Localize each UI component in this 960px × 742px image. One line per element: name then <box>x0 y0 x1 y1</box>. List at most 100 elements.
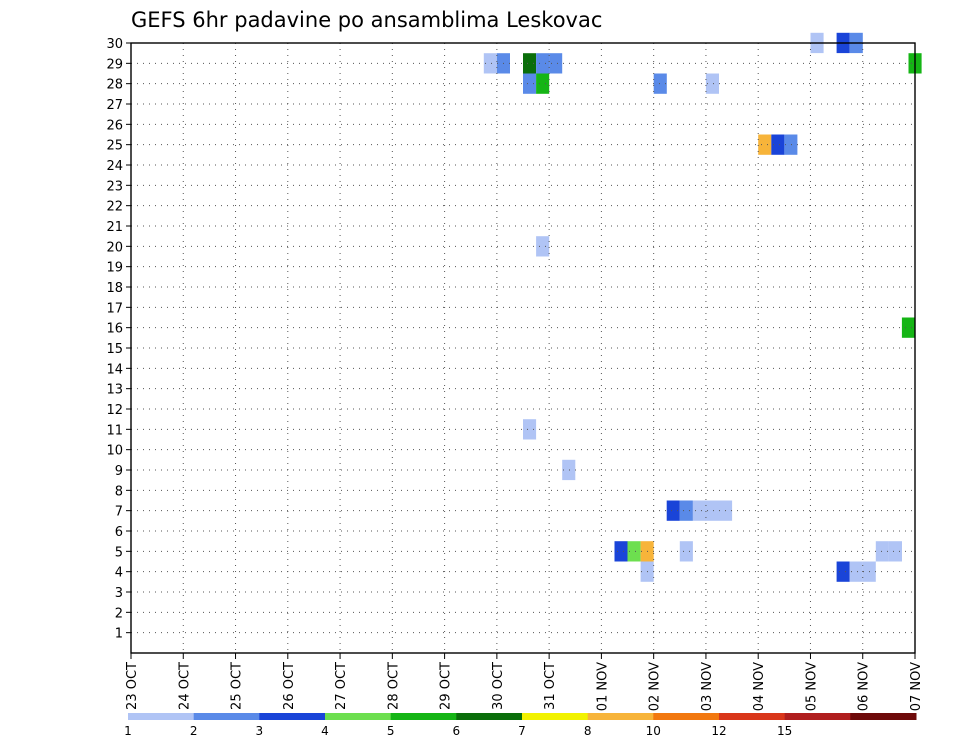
x-tick-label: 04 NOV <box>752 662 767 711</box>
precip-cell <box>536 73 550 94</box>
colorbar-label: 7 <box>518 724 526 738</box>
x-axis: 23 OCT 24 OCT 25 OCT 26 OCT 27 OCT 28 OCT 29 O… <box>125 653 924 711</box>
colorbar-label: 4 <box>321 724 329 738</box>
precip-cell <box>836 561 850 582</box>
precip-cell <box>849 561 863 582</box>
y-tick-label: 12 <box>106 403 123 418</box>
x-tick-label: 31 OCT <box>543 662 558 710</box>
y-tick-label: 30 <box>106 37 123 52</box>
colorbar-label: 2 <box>190 724 198 738</box>
y-tick-label: 24 <box>106 159 123 174</box>
x-tick-label: 03 NOV <box>700 662 715 711</box>
colorbar-label: 1 <box>124 724 132 738</box>
precipitation-cells <box>483 32 922 582</box>
y-tick-label: 5 <box>115 545 123 560</box>
x-tick-label: 29 OCT <box>439 662 454 710</box>
y-tick-label: 4 <box>115 566 123 581</box>
precip-cell <box>614 541 628 562</box>
colorbar-label: 6 <box>452 724 460 738</box>
y-tick-label: 21 <box>106 220 123 235</box>
precip-cell <box>901 317 915 338</box>
precip-cell <box>523 419 537 440</box>
precip-cell <box>705 500 719 521</box>
y-tick-label: 8 <box>115 484 123 499</box>
y-tick-label: 17 <box>106 301 123 316</box>
grid-lines <box>131 42 915 653</box>
precip-cell <box>536 53 550 74</box>
precip-cell <box>562 459 576 481</box>
precip-cell <box>523 73 537 94</box>
colorbar-swatch <box>390 713 457 720</box>
x-tick-label: 28 OCT <box>386 662 401 710</box>
precip-cell <box>549 53 563 74</box>
precip-cell <box>692 500 706 521</box>
precip-cell <box>679 500 693 521</box>
y-tick-label: 15 <box>106 342 123 357</box>
y-tick-label: 2 <box>115 606 123 621</box>
colorbar-swatch <box>587 713 654 720</box>
colorbar-swatch <box>653 713 720 720</box>
y-tick-label: 20 <box>106 240 123 255</box>
x-tick-label: 24 OCT <box>177 662 192 710</box>
chart-title: GEFS 6hr padavine po ansamblima Leskovac <box>131 8 602 32</box>
y-tick-label: 11 <box>106 423 123 438</box>
colorbar-label: 3 <box>255 724 263 738</box>
precip-cell <box>888 541 902 562</box>
colorbar-swatch <box>259 713 326 720</box>
y-tick-label: 26 <box>106 118 123 133</box>
y-tick-label: 23 <box>106 179 123 194</box>
x-tick-label: 27 OCT <box>334 662 349 710</box>
x-tick-label: 01 NOV <box>595 662 610 711</box>
y-tick-label: 22 <box>106 200 123 215</box>
y-tick-label: 29 <box>106 57 123 72</box>
precip-cell <box>758 134 772 155</box>
colorbar-swatch <box>850 713 917 720</box>
precip-cell <box>627 541 641 562</box>
colorbar-swatch <box>193 713 260 720</box>
x-tick-label: 05 NOV <box>805 662 820 711</box>
precip-cell <box>705 73 719 94</box>
x-tick-label: 25 OCT <box>230 662 245 710</box>
x-tick-label: 02 NOV <box>648 662 663 711</box>
y-tick-label: 14 <box>106 362 123 377</box>
colorbar-label: 10 <box>646 724 661 738</box>
y-tick-label: 7 <box>115 505 123 520</box>
y-tick-label: 16 <box>106 322 123 337</box>
y-tick-label: 19 <box>106 261 123 276</box>
y-tick-label: 6 <box>115 525 123 540</box>
y-axis: 1234567891011121314151617181920212223242… <box>106 37 131 642</box>
y-tick-label: 13 <box>106 383 123 398</box>
y-tick-label: 3 <box>115 586 123 601</box>
y-tick-label: 10 <box>106 444 123 459</box>
precip-cell <box>483 53 497 74</box>
colorbar: 1 2 3 4 5 6 7 8 10 12 15 <box>124 713 917 738</box>
y-tick-label: 9 <box>115 464 123 479</box>
precip-cell <box>771 134 785 155</box>
x-tick-label: 07 NOV <box>909 662 924 711</box>
colorbar-swatch <box>128 713 195 720</box>
y-tick-label: 27 <box>106 98 123 113</box>
precip-cell <box>666 500 680 521</box>
y-tick-label: 25 <box>106 139 123 154</box>
colorbar-swatch <box>325 713 392 720</box>
precip-cell <box>523 53 537 74</box>
precip-cell <box>875 541 889 562</box>
x-tick-label: 30 OCT <box>491 662 506 710</box>
precip-cell <box>653 73 667 94</box>
colorbar-label: 5 <box>387 724 395 738</box>
colorbar-label: 8 <box>584 724 592 738</box>
colorbar-swatch <box>522 713 589 720</box>
y-tick-label: 28 <box>106 78 123 93</box>
precip-cell <box>536 236 550 257</box>
colorbar-swatch <box>456 713 523 720</box>
colorbar-label: 15 <box>777 724 792 738</box>
precip-cell <box>784 134 798 155</box>
y-tick-label: 18 <box>106 281 123 296</box>
precip-cell <box>679 541 693 562</box>
colorbar-label: 12 <box>711 724 726 738</box>
y-tick-label: 1 <box>115 627 123 642</box>
x-tick-label: 26 OCT <box>282 662 297 710</box>
x-tick-label: 23 OCT <box>125 662 140 710</box>
colorbar-swatch <box>784 713 851 720</box>
